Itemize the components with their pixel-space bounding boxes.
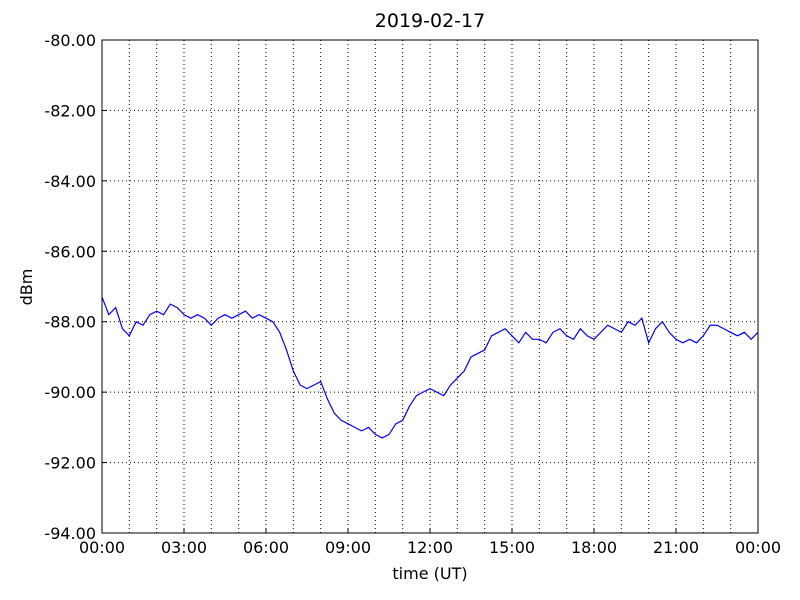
x-tick-label: 00:00 <box>735 538 781 557</box>
y-axis-label: dBm <box>17 269 36 306</box>
data-line <box>101 296 759 439</box>
y-tick-label: -90.00 <box>44 383 96 402</box>
x-tick-label: 06:00 <box>243 538 289 557</box>
y-tick-label: -92.00 <box>44 454 96 473</box>
x-tick-label: 21:00 <box>653 538 699 557</box>
y-tick-label: -84.00 <box>44 172 96 191</box>
x-tick-label: 18:00 <box>571 538 617 557</box>
x-tick-label: 15:00 <box>489 538 535 557</box>
x-axis-label: time (UT) <box>392 564 467 583</box>
y-tick-label: -88.00 <box>44 313 96 332</box>
x-tick-label: 09:00 <box>325 538 371 557</box>
x-tick-label: 12:00 <box>407 538 453 557</box>
plot-frame <box>101 39 759 534</box>
x-tick-label: 00:00 <box>79 538 125 557</box>
x-tick-label: 03:00 <box>161 538 207 557</box>
y-tick-label: -80.00 <box>44 31 96 50</box>
chart-title: 2019-02-17 <box>375 10 485 32</box>
y-tick-label: -86.00 <box>44 242 96 261</box>
y-tick-label: -94.00 <box>44 524 96 543</box>
y-tick-label: -82.00 <box>44 101 96 120</box>
